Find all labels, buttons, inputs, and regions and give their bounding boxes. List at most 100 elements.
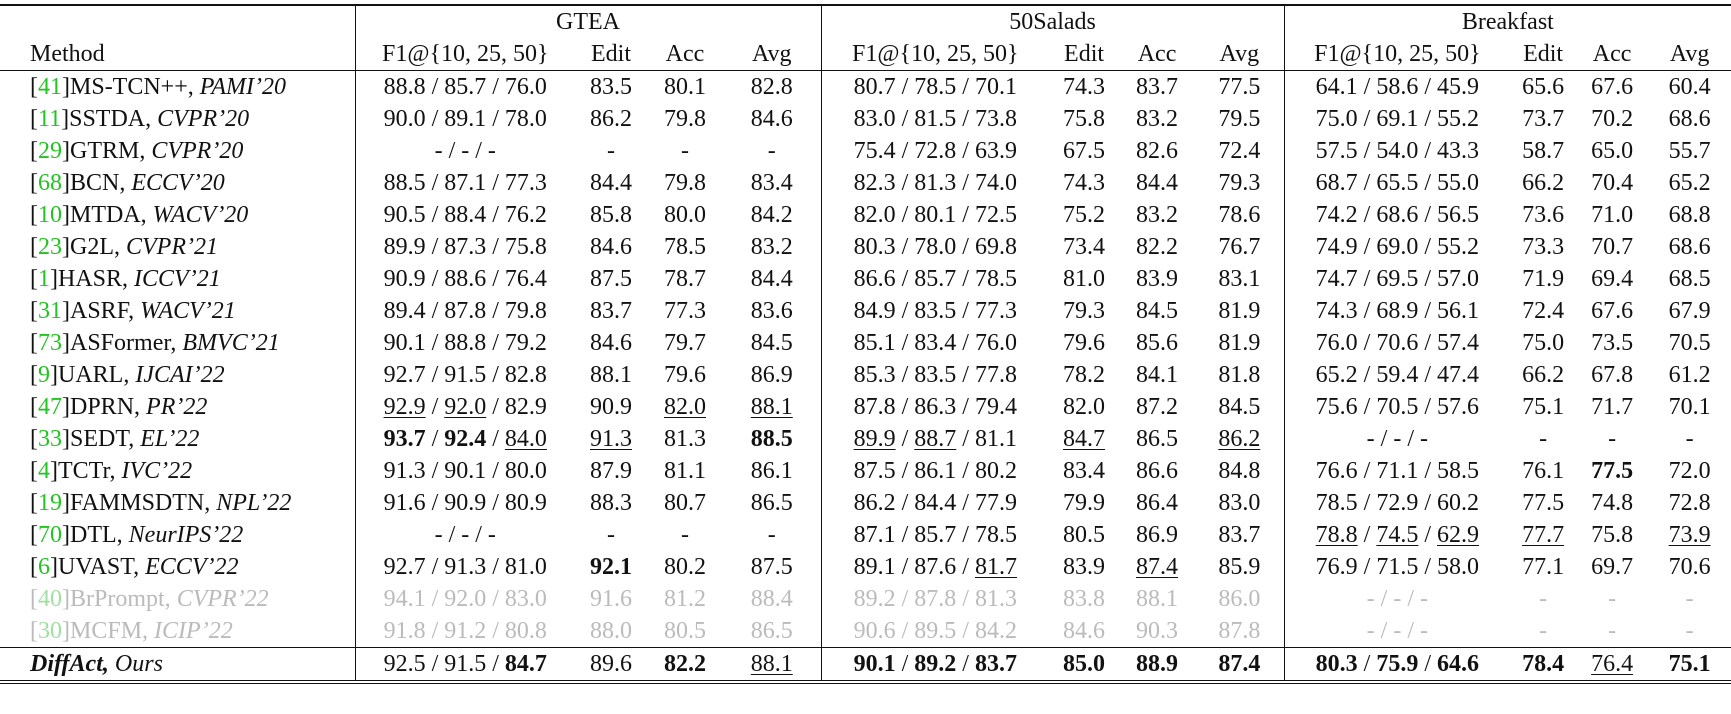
separator: / bbox=[486, 458, 505, 484]
value: 83.7 bbox=[974, 651, 1017, 677]
metric-cell: 73.4 bbox=[1049, 231, 1119, 263]
metric-cell: 81.8 bbox=[1195, 359, 1284, 391]
value: 90.9 bbox=[590, 394, 632, 420]
metric-cell: 84.7 bbox=[1049, 423, 1119, 455]
method-name: DTL, bbox=[70, 522, 123, 548]
value: 73.9 bbox=[1668, 522, 1711, 548]
method-name: ASFormer, bbox=[70, 330, 177, 356]
value: 89.6 bbox=[590, 651, 632, 677]
venue: ICIP’22 bbox=[154, 618, 233, 644]
metric-cell: 91.6 bbox=[575, 583, 647, 615]
separator: / bbox=[1401, 618, 1421, 644]
metric-cell: 84.4 bbox=[1119, 167, 1195, 199]
table-row: [47]DPRN, PR’22 92.9 / 92.0 / 82.9 90.9 82.0… bbox=[0, 391, 1731, 423]
value: 63.9 bbox=[974, 138, 1017, 164]
value: 74.3 bbox=[1315, 298, 1358, 324]
table-body: [41]MS-TCN++, PAMI’20 88.8 / 85.7 / 76.0 83… bbox=[0, 70, 1731, 684]
value: 85.7 bbox=[914, 522, 957, 548]
method-cell: [10]MTDA, WACV’20 bbox=[0, 199, 355, 231]
separator: / bbox=[956, 266, 975, 292]
dataset-header: Breakfast bbox=[1283, 4, 1731, 38]
metric-cell: 77.5 bbox=[1576, 455, 1648, 487]
value: 79.6 bbox=[664, 362, 706, 388]
value: 92.7 bbox=[383, 554, 426, 580]
metric-cell: 88.1 bbox=[723, 391, 821, 423]
value: 83.5 bbox=[914, 298, 957, 324]
value: 79.3 bbox=[1063, 298, 1106, 324]
header-row: GTEA 50Salads Breakfast bbox=[0, 4, 1731, 38]
value: 75.2 bbox=[1063, 202, 1106, 228]
separator: / bbox=[469, 138, 488, 164]
method-name: BrPrompt, bbox=[70, 586, 171, 612]
method-name: GTRM, bbox=[70, 138, 146, 164]
metric-cell: 83.9 bbox=[1049, 551, 1119, 583]
metric-cell: - bbox=[647, 519, 723, 551]
separator: / bbox=[486, 106, 505, 132]
separator: / bbox=[1418, 554, 1438, 580]
separator: / bbox=[486, 298, 505, 324]
value: 69.4 bbox=[1591, 266, 1634, 292]
f1-cell: 64.1 / 58.6 / 45.9 bbox=[1283, 70, 1511, 103]
value: 83.0 bbox=[1218, 490, 1261, 516]
value: 92.0 bbox=[444, 586, 487, 612]
value: 75.1 bbox=[1522, 394, 1565, 420]
value: 81.9 bbox=[1218, 330, 1261, 356]
metric-cell: 87.2 bbox=[1119, 391, 1195, 423]
separator: / bbox=[1374, 426, 1394, 452]
reference-number: 30 bbox=[38, 618, 62, 644]
value: - bbox=[1539, 618, 1548, 644]
separator: / bbox=[956, 202, 975, 228]
metric-cell: - bbox=[647, 135, 723, 167]
separator: / bbox=[895, 490, 915, 516]
value: 84.5 bbox=[1136, 298, 1179, 324]
value: 55.2 bbox=[1437, 234, 1480, 260]
f1-cell: 92.7 / 91.5 / 82.8 bbox=[354, 359, 575, 391]
table-row: [40]BrPrompt, CVPR’22 94.1 / 92.0 / 83.0 91… bbox=[0, 583, 1731, 615]
value: 74.5 bbox=[1376, 522, 1419, 548]
separator: / bbox=[895, 298, 915, 324]
metric-cell: 75.1 bbox=[1510, 391, 1576, 423]
f1-cell: 83.0 / 81.5 / 73.8 bbox=[820, 103, 1050, 135]
metric-cell: 88.9 bbox=[1119, 647, 1196, 684]
separator: / bbox=[1401, 426, 1421, 452]
f1-cell: 74.9 / 69.0 / 55.2 bbox=[1283, 231, 1511, 263]
column-name: F1@{10, 25, 50} bbox=[1314, 41, 1481, 67]
value: 55.0 bbox=[1437, 170, 1480, 196]
separator: / bbox=[956, 618, 975, 644]
metric-cell: 81.2 bbox=[647, 583, 723, 615]
metric-cell: - bbox=[1576, 423, 1648, 455]
value: - bbox=[1420, 586, 1429, 612]
metric-cell: 84.6 bbox=[723, 103, 821, 135]
metric-cell: 84.5 bbox=[723, 327, 821, 359]
separator: / bbox=[1418, 106, 1438, 132]
value: - bbox=[1420, 426, 1429, 452]
metric-cell: 86.4 bbox=[1119, 487, 1195, 519]
method-name: HASR, bbox=[58, 266, 129, 292]
separator: / bbox=[895, 426, 915, 452]
venue: IJCAI’22 bbox=[135, 362, 225, 388]
separator: / bbox=[1418, 298, 1438, 324]
metric-cell: 70.5 bbox=[1648, 327, 1731, 359]
reference: [70] bbox=[30, 522, 70, 548]
metric-cell: 85.0 bbox=[1049, 647, 1120, 684]
metric-cell: 89.6 bbox=[575, 647, 647, 684]
reference: [11] bbox=[30, 106, 70, 132]
value: 71.7 bbox=[1591, 394, 1634, 420]
metric-cell: 80.0 bbox=[647, 199, 723, 231]
separator: / bbox=[1357, 298, 1377, 324]
f1-cell: 91.6 / 90.9 / 80.9 bbox=[354, 487, 575, 519]
table-row: [30]MCFM, ICIP’22 91.8 / 91.2 / 80.8 88.0 80… bbox=[0, 615, 1731, 648]
value: 87.4 bbox=[1218, 651, 1261, 677]
reference: [33] bbox=[30, 426, 70, 452]
metric-cell: 73.6 bbox=[1510, 199, 1576, 231]
value: 71.9 bbox=[1522, 266, 1565, 292]
metric-cell: 75.0 bbox=[1510, 327, 1576, 359]
metric-cell: 69.4 bbox=[1576, 263, 1648, 295]
value: 90.0 bbox=[383, 106, 426, 132]
metric-cell: 84.2 bbox=[723, 199, 821, 231]
reference-number: 31 bbox=[38, 298, 62, 324]
separator: / bbox=[956, 106, 975, 132]
table-row: [6]UVAST, ECCV’22 92.7 / 91.3 / 81.0 92.1 80… bbox=[0, 551, 1731, 583]
metric-cell: 74.3 bbox=[1049, 167, 1119, 199]
value: 79.3 bbox=[1218, 170, 1261, 196]
